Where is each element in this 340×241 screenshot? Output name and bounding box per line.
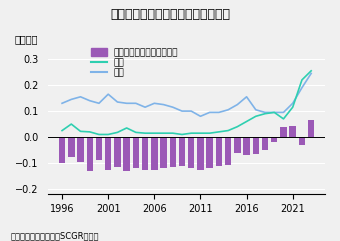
- Bar: [253, 137, 259, 154]
- Bar: [86, 137, 93, 171]
- Bar: [160, 137, 167, 168]
- Bar: [77, 137, 84, 162]
- Bar: [142, 137, 148, 170]
- Bar: [133, 137, 139, 168]
- Legend: 個人・文化・娯楽サービス, 受取, 支払: 個人・文化・娯楽サービス, 受取, 支払: [89, 46, 180, 80]
- Text: 図表⑳　個人・文化・娯楽サービス: 図表⑳ 個人・文化・娯楽サービス: [110, 8, 230, 21]
- Bar: [123, 137, 130, 171]
- Bar: [114, 137, 121, 167]
- Bar: [234, 137, 241, 153]
- Bar: [170, 137, 176, 167]
- Bar: [197, 137, 204, 170]
- Bar: [179, 137, 185, 166]
- Bar: [262, 137, 268, 150]
- Bar: [271, 137, 277, 142]
- Bar: [68, 137, 74, 157]
- Bar: [289, 126, 296, 137]
- Bar: [225, 137, 231, 165]
- Bar: [280, 127, 287, 137]
- Bar: [188, 137, 194, 168]
- Bar: [299, 137, 305, 145]
- Bar: [216, 137, 222, 166]
- Bar: [151, 137, 157, 170]
- Text: （兆円）: （兆円）: [15, 35, 38, 45]
- Text: （出所：日本銀行よりSCGR作成）: （出所：日本銀行よりSCGR作成）: [10, 232, 99, 241]
- Bar: [59, 137, 65, 163]
- Bar: [206, 137, 213, 168]
- Bar: [105, 137, 112, 170]
- Bar: [308, 120, 314, 137]
- Bar: [96, 137, 102, 161]
- Bar: [243, 137, 250, 155]
